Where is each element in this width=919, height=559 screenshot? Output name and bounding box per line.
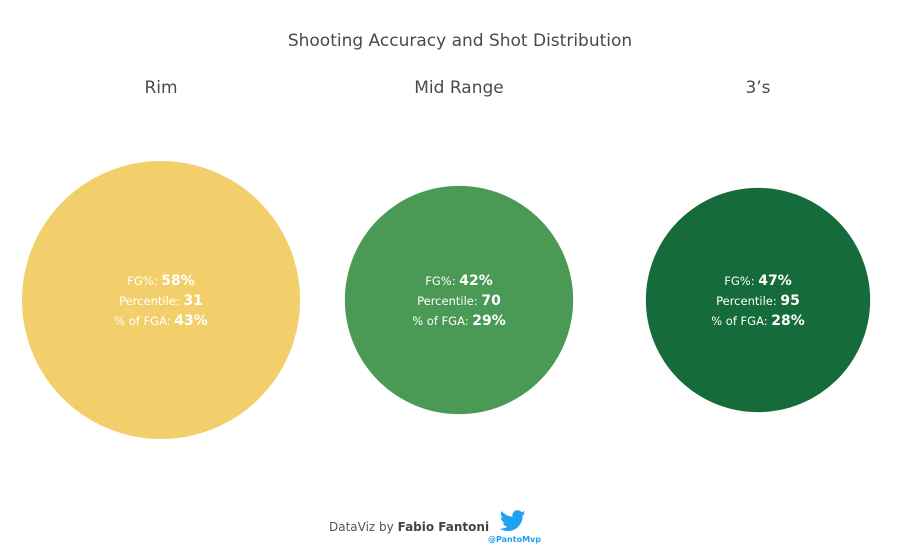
fga-label-mid-range: % of FGA: 29% bbox=[412, 313, 506, 329]
twitter-handle: @PantoMvp bbox=[488, 535, 541, 544]
column-label-mid-range: Mid Range bbox=[414, 78, 503, 98]
footer-credit: DataViz by Fabio Fantoni bbox=[329, 520, 489, 534]
fg-label-rim: FG%: 58% bbox=[127, 273, 195, 289]
bubble-mid-range bbox=[344, 185, 574, 415]
percentile-label-3-s: Percentile: 95 bbox=[716, 293, 800, 309]
fg-label-3-s: FG%: 47% bbox=[724, 273, 792, 289]
column-label-3-s: 3’s bbox=[745, 78, 770, 98]
bubble-rim bbox=[22, 161, 300, 439]
twitter-bird-icon bbox=[500, 510, 526, 531]
percentile-label-rim: Percentile: 31 bbox=[119, 293, 203, 309]
column-label-rim: Rim bbox=[144, 78, 177, 98]
bubble-3-s bbox=[645, 187, 871, 413]
percentile-label-mid-range: Percentile: 70 bbox=[417, 293, 501, 309]
bubble-group: Rim FG%: 58% Percentile: 31 % of FGA: 43% Mi… bbox=[22, 78, 871, 439]
fga-label-3-s: % of FGA: 28% bbox=[711, 313, 805, 329]
chart-title: Shooting Accuracy and Shot Distribution bbox=[288, 31, 632, 51]
fga-label-rim: % of FGA: 43% bbox=[114, 313, 208, 329]
fg-label-mid-range: FG%: 42% bbox=[425, 273, 493, 289]
footer-prefix: DataViz by bbox=[329, 520, 398, 534]
footer-author: Fabio Fantoni bbox=[397, 520, 490, 534]
